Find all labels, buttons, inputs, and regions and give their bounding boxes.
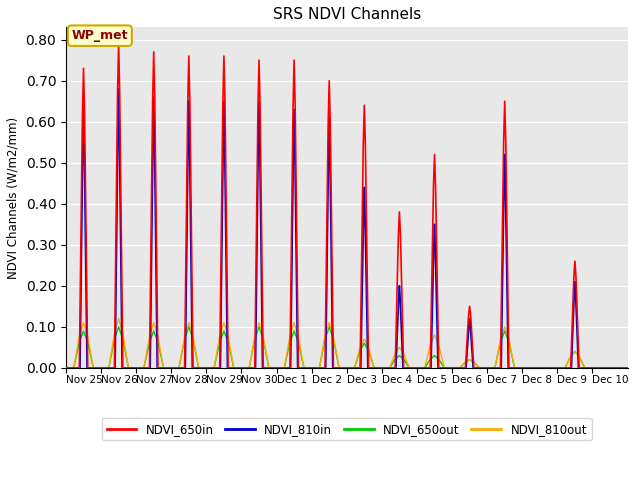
Title: SRS NDVI Channels: SRS NDVI Channels xyxy=(273,7,421,22)
Legend: NDVI_650in, NDVI_810in, NDVI_650out, NDVI_810out: NDVI_650in, NDVI_810in, NDVI_650out, NDV… xyxy=(102,418,591,441)
Text: WP_met: WP_met xyxy=(72,29,128,42)
Y-axis label: NDVI Channels (W/m2/mm): NDVI Channels (W/m2/mm) xyxy=(7,117,20,278)
